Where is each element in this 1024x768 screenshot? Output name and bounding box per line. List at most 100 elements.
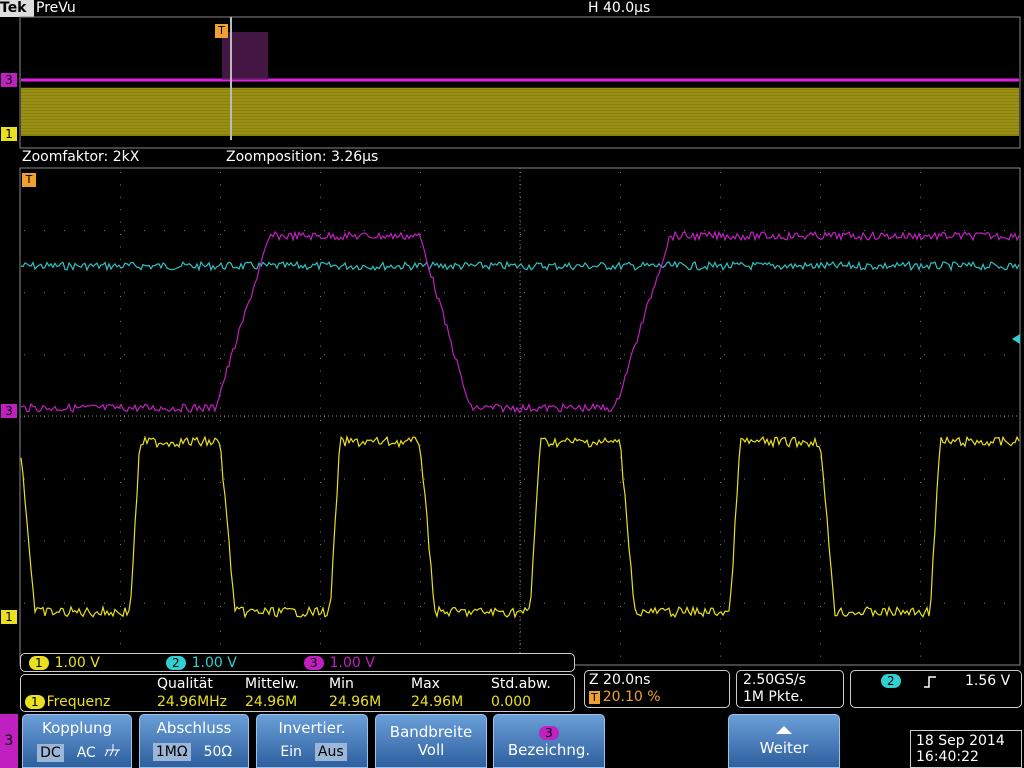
trigger-channel: 2 bbox=[881, 674, 901, 688]
ground-icon[interactable] bbox=[104, 743, 122, 757]
grid-dot bbox=[420, 358, 421, 359]
grid-dot bbox=[920, 271, 921, 273]
trigger-marker: T bbox=[215, 24, 228, 38]
grid-dot bbox=[864, 478, 865, 480]
grid-dot bbox=[904, 602, 905, 604]
grid-dot bbox=[820, 556, 821, 558]
grid-dot bbox=[244, 416, 245, 418]
grid-dot bbox=[120, 494, 121, 496]
grid-dot bbox=[320, 444, 321, 446]
grid-dot bbox=[120, 519, 121, 521]
grid-dot bbox=[784, 540, 785, 542]
grid-dot bbox=[224, 478, 225, 480]
grid-dot bbox=[184, 540, 185, 542]
grid-dot bbox=[320, 395, 321, 397]
label-button[interactable]: 3 Bezeichng. bbox=[493, 714, 605, 768]
grid-dot bbox=[504, 540, 505, 542]
grid-dot bbox=[204, 230, 205, 232]
invert-button[interactable]: Invertier. Ein Aus bbox=[256, 714, 368, 768]
grid-dot bbox=[720, 333, 721, 335]
grid-dot bbox=[144, 416, 145, 418]
grid-dot bbox=[204, 292, 205, 294]
grid-dot bbox=[364, 416, 365, 418]
option[interactable]: 50Ω bbox=[203, 744, 233, 760]
grid-dot bbox=[920, 444, 921, 446]
grid-dot bbox=[120, 345, 121, 347]
grid-dot bbox=[820, 184, 821, 186]
grid-dot bbox=[664, 292, 665, 294]
grid-dot bbox=[620, 345, 621, 347]
grid-dot bbox=[620, 581, 621, 583]
grid-dot bbox=[444, 230, 445, 232]
grid-dot bbox=[920, 506, 921, 508]
grid-dot bbox=[120, 271, 121, 273]
grid-dot bbox=[620, 606, 621, 607]
grid-dot bbox=[520, 519, 521, 521]
termination-button[interactable]: Abschluss 1MΩ 50Ω bbox=[139, 714, 249, 768]
grid-dot bbox=[620, 333, 621, 335]
grid-dot bbox=[620, 643, 621, 645]
grid-dot bbox=[124, 230, 125, 232]
grid-dot bbox=[820, 296, 821, 297]
grid-dot bbox=[304, 230, 305, 232]
grid-dot bbox=[304, 354, 305, 356]
grid-dot bbox=[720, 196, 721, 198]
grid-dot bbox=[620, 531, 621, 533]
grid-dot bbox=[320, 593, 321, 595]
grid-dot bbox=[524, 478, 525, 480]
grid-dot bbox=[244, 478, 245, 480]
grid-dot bbox=[644, 540, 645, 542]
ch2-level-marker bbox=[1012, 334, 1020, 344]
grid-dot bbox=[920, 308, 921, 310]
grid-dot bbox=[464, 416, 465, 418]
grid-dot bbox=[320, 531, 321, 533]
grid-dot bbox=[220, 420, 221, 421]
grid-dot bbox=[520, 209, 521, 211]
more-button[interactable]: Weiter bbox=[728, 714, 840, 768]
option[interactable]: Ein bbox=[280, 744, 302, 760]
grid-dot bbox=[804, 540, 805, 542]
grid-dot bbox=[904, 540, 905, 542]
option[interactable]: Aus bbox=[314, 743, 347, 761]
grid-dot bbox=[804, 230, 805, 232]
option[interactable]: AC bbox=[76, 745, 96, 761]
grid-dot bbox=[944, 354, 945, 356]
grid-dot bbox=[424, 602, 425, 604]
coupling-button[interactable]: Kopplung DC AC bbox=[22, 714, 132, 768]
option[interactable]: 1MΩ bbox=[152, 743, 191, 761]
grid-dot bbox=[1004, 292, 1005, 294]
measurement-header: Qualität bbox=[157, 676, 213, 692]
grid-dot bbox=[924, 230, 925, 232]
grid-dot bbox=[920, 544, 921, 545]
grid-dot bbox=[384, 354, 385, 356]
grid-dot bbox=[484, 416, 485, 418]
grid-dot bbox=[604, 292, 605, 294]
grid-dot bbox=[920, 432, 921, 434]
grid-dot bbox=[24, 602, 25, 604]
grid-dot bbox=[264, 354, 265, 356]
grid-dot bbox=[984, 416, 985, 418]
grid-dot bbox=[720, 444, 721, 446]
grid-dot bbox=[220, 506, 221, 508]
grid-dot bbox=[620, 308, 621, 310]
grid-dot bbox=[824, 602, 825, 604]
grid-dot bbox=[24, 292, 25, 294]
grid-dot bbox=[744, 416, 745, 418]
grid-dot bbox=[724, 230, 725, 232]
grid-dot bbox=[320, 469, 321, 471]
grid-dot bbox=[144, 354, 145, 356]
grid-dot bbox=[620, 407, 621, 409]
grid-dot bbox=[420, 333, 421, 335]
grid-dot bbox=[764, 354, 765, 356]
grid-dot bbox=[620, 519, 621, 521]
grid-dot bbox=[404, 602, 405, 604]
grid-dot bbox=[284, 416, 285, 418]
option[interactable]: DC bbox=[37, 744, 64, 762]
grid-dot bbox=[64, 602, 65, 604]
grid-dot bbox=[484, 354, 485, 356]
grid-dot bbox=[320, 643, 321, 645]
channel-bar: 1 1.00 V 2 1.00 V 3 1.00 V bbox=[20, 653, 575, 672]
grid-dot bbox=[420, 246, 421, 248]
bandwidth-button[interactable]: Bandbreite Voll bbox=[375, 714, 487, 768]
grid-dot bbox=[520, 345, 521, 347]
